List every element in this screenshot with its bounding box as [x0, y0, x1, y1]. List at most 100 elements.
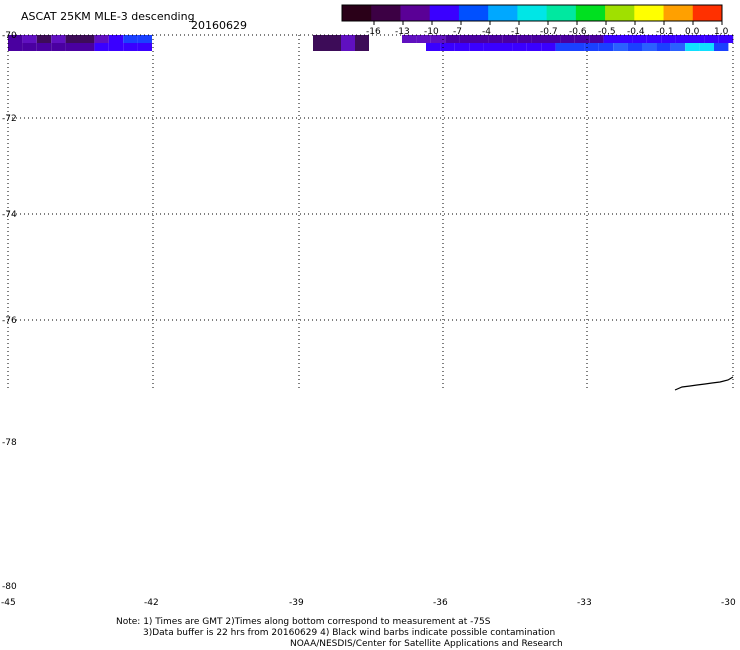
swath-cell — [8, 43, 23, 51]
swath-cell — [123, 43, 138, 51]
swath-cell — [661, 35, 676, 43]
swath-cell — [498, 43, 513, 51]
swath-cell — [36, 43, 52, 51]
swath-cell — [517, 35, 532, 43]
swath-cell — [704, 35, 719, 43]
swath-cell — [546, 35, 561, 43]
swath-cell — [123, 35, 138, 43]
swath-cell — [656, 43, 671, 51]
swath-cell — [440, 43, 455, 51]
swath-cell — [65, 43, 80, 51]
product-title: ASCAT 25KM MLE-3 descending — [21, 10, 195, 23]
latitude-label: -72 — [2, 114, 17, 124]
colorbar-swatch — [342, 5, 372, 21]
longitude-label: -45 — [1, 598, 16, 608]
longitude-label: -42 — [144, 598, 159, 608]
swath-cell — [642, 43, 657, 51]
swath-cell — [459, 35, 474, 43]
swath-cell — [483, 43, 498, 51]
swath-cell — [598, 43, 614, 51]
swath-cell — [94, 35, 109, 43]
swath-cell — [8, 35, 23, 43]
colorbar-label: -10 — [424, 27, 439, 37]
latitude-label: -76 — [2, 316, 17, 326]
swath-cell — [65, 35, 80, 43]
latitude-label: -74 — [2, 210, 17, 220]
latitude-label: -80 — [2, 582, 17, 592]
swath-cell — [416, 35, 431, 43]
swath-cell — [690, 35, 705, 43]
swath-cell — [108, 43, 124, 51]
note-line-3: NOAA/NESDIS/Center for Satellite Applica… — [290, 639, 563, 649]
swath-cell — [560, 35, 575, 43]
swath-cell — [327, 35, 341, 51]
colorbar-label: 0.0 — [685, 27, 700, 37]
colorbar-swatch — [429, 5, 460, 21]
colorbar-label: -0.5 — [598, 27, 616, 37]
swath-cell — [714, 43, 729, 51]
swath-cell — [355, 35, 369, 51]
swath-cell — [137, 43, 152, 51]
swath-cell — [675, 35, 690, 43]
swath-cell — [603, 35, 618, 43]
swath-cell — [574, 35, 590, 43]
swath-cell — [313, 35, 327, 51]
colorbar-swatch — [517, 5, 548, 21]
swath-cell — [426, 43, 441, 51]
longitude-label: -30 — [721, 598, 736, 608]
swath-cell — [646, 35, 662, 43]
swath-cell — [80, 43, 95, 51]
latitude-label: -78 — [2, 438, 17, 448]
colorbar-swatch — [371, 5, 401, 21]
swath-cell — [94, 43, 109, 51]
wind-swath — [8, 35, 734, 51]
swath-cell — [51, 35, 66, 43]
swath-cell — [526, 43, 542, 51]
swath-cell — [541, 43, 556, 51]
note-line-2: 3)Data buffer is 22 hrs from 20160629 4)… — [143, 628, 556, 638]
swath-cell — [469, 43, 484, 51]
colorbar-label: 1.0 — [714, 27, 729, 37]
colorbar-label: -0.1 — [656, 27, 674, 37]
colorbar-label: -13 — [395, 27, 410, 37]
swath-cell — [402, 35, 417, 43]
swath-cell — [570, 43, 585, 51]
colorbar-swatch — [605, 5, 635, 21]
swath-cell — [531, 35, 546, 43]
swath-cell — [341, 35, 355, 51]
colorbar-label: -0.7 — [540, 27, 558, 37]
swath-cell — [632, 35, 647, 43]
swath-cell — [474, 35, 489, 43]
swath-cell — [137, 35, 152, 43]
swath-cell — [22, 43, 37, 51]
colorbar-swatch — [400, 5, 431, 21]
colorbar-swatch — [663, 5, 694, 21]
colorbar-swatch — [488, 5, 518, 21]
swath-cell — [80, 35, 95, 43]
swath-cell — [512, 43, 527, 51]
longitude-label: -33 — [577, 598, 592, 608]
colorbar-swatch — [546, 5, 577, 21]
note-line-1: Note: 1) Times are GMT 2)Times along bot… — [116, 617, 491, 627]
colorbar-swatch — [575, 5, 606, 21]
swath-cell — [51, 43, 66, 51]
longitude-label: -36 — [433, 598, 448, 608]
longitude-label: -39 — [289, 598, 304, 608]
swath-cell — [718, 35, 734, 43]
swath-cell — [555, 43, 570, 51]
swath-cell — [488, 35, 503, 43]
colorbar-label: -4 — [482, 27, 491, 37]
swath-cell — [108, 35, 124, 43]
colorbar-label: -7 — [453, 27, 462, 37]
colorbar-label: -1 — [511, 27, 520, 37]
colorbar-swatch — [458, 5, 489, 21]
graticule — [7, 34, 735, 390]
swath-cell — [430, 35, 446, 43]
swath-cell — [685, 43, 700, 51]
swath-cell — [36, 35, 52, 43]
swath-cell — [618, 35, 633, 43]
coastline — [674, 376, 734, 391]
swath-cell — [589, 35, 604, 43]
product-date: 20160629 — [191, 19, 247, 32]
